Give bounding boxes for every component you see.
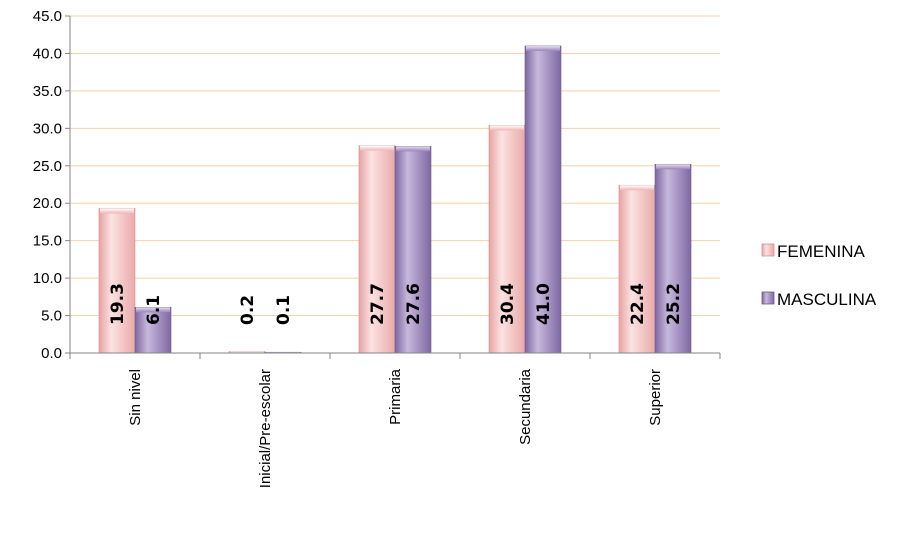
y-tick-label: 40.0 <box>33 45 62 62</box>
bar-highlight <box>396 146 430 152</box>
y-tick-label: 25.0 <box>33 158 62 175</box>
bar-highlight <box>620 185 654 191</box>
data-label: 27.7 <box>368 283 388 325</box>
bar-highlight <box>360 145 394 151</box>
category-label: Primaria <box>387 368 404 424</box>
data-label: 0.2 <box>238 295 258 325</box>
legend-swatch-femenina <box>761 243 775 257</box>
bar-masculina <box>524 45 562 354</box>
y-tick-label: 10.0 <box>33 270 62 287</box>
bars <box>98 45 692 354</box>
bar-highlight <box>526 45 560 51</box>
legend: FEMENINA MASCULINA <box>761 242 877 309</box>
data-label: 41.0 <box>534 283 554 325</box>
bar-highlight <box>230 351 264 353</box>
data-label: 25.2 <box>664 283 684 325</box>
y-tick-label: 30.0 <box>33 120 62 137</box>
legend-label: MASCULINA <box>777 290 877 309</box>
y-tick-label: 5.0 <box>41 308 62 325</box>
data-label: 30.4 <box>498 283 518 325</box>
data-label: 22.4 <box>628 283 648 325</box>
data-labels: 19.3 6.1 0.2 0.1 27.7 27.6 30.4 41.0 22.4 25.2 <box>108 283 684 325</box>
axes: 0.0 5.0 10.0 15.0 20.0 25.0 30.0 35.0 40.0 45.0 Si… <box>33 8 721 488</box>
bar-highlight <box>490 125 524 131</box>
bar-masculina <box>134 307 172 354</box>
y-tick-label: 0.0 <box>41 345 62 362</box>
data-label: 6.1 <box>144 295 164 325</box>
data-label: 19.3 <box>108 283 128 325</box>
legend-label: FEMENINA <box>777 242 866 261</box>
legend-swatch-masculina <box>761 291 775 305</box>
bar-femenina <box>618 184 656 354</box>
category-label: Sin nivel <box>127 369 144 426</box>
bar-highlight <box>100 208 134 214</box>
y-tick-label: 35.0 <box>33 83 62 100</box>
y-tick-label: 20.0 <box>33 195 62 212</box>
bar-highlight <box>656 164 690 170</box>
category-label: Superior <box>647 369 664 426</box>
data-label: 0.1 <box>274 295 294 325</box>
y-tick-label: 15.0 <box>33 233 62 250</box>
bar-femenina <box>98 208 136 354</box>
category-label: Secundaria <box>517 368 534 445</box>
y-tick-label: 45.0 <box>33 8 62 25</box>
category-label: Inicial/Pre-escolar <box>257 369 274 488</box>
data-label: 27.6 <box>404 283 424 325</box>
bar-highlight <box>136 307 170 313</box>
